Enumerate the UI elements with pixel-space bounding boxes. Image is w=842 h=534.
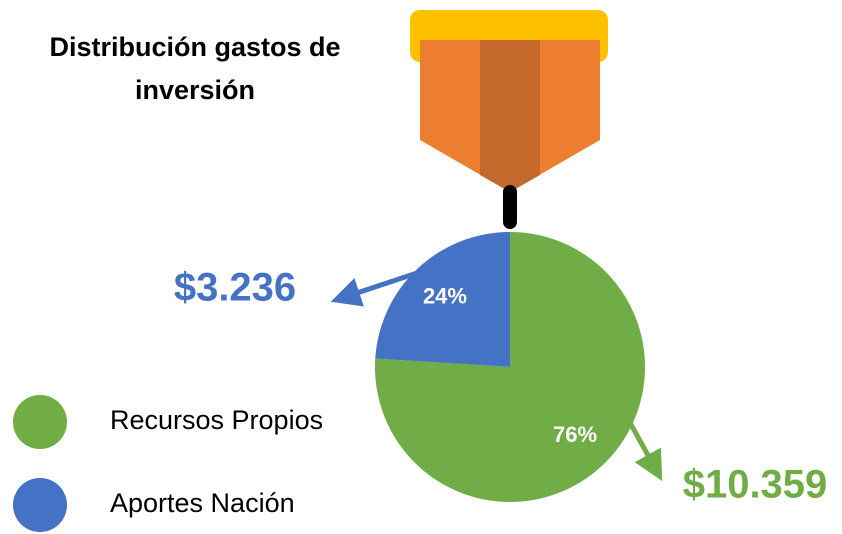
arrow xyxy=(330,249,481,307)
pie: 76% 24% xyxy=(375,232,645,502)
legend-label: Recursos Propios xyxy=(110,405,323,435)
annotation: $3.236 xyxy=(174,266,296,310)
arrow xyxy=(587,348,663,482)
legend: Recursos Propios Aportes Nación xyxy=(13,395,323,532)
pie-slice xyxy=(375,232,510,367)
medal-ribbon xyxy=(410,10,608,229)
chart-title: Distribución gastos de inversión xyxy=(49,32,341,105)
annotation: $10.359 xyxy=(683,463,828,507)
legend-label: Aportes Nación xyxy=(110,488,295,518)
value-label: 24% xyxy=(423,284,467,309)
legend-swatch xyxy=(13,478,67,532)
legend-swatch xyxy=(13,395,67,449)
value-label: 76% xyxy=(553,422,597,447)
